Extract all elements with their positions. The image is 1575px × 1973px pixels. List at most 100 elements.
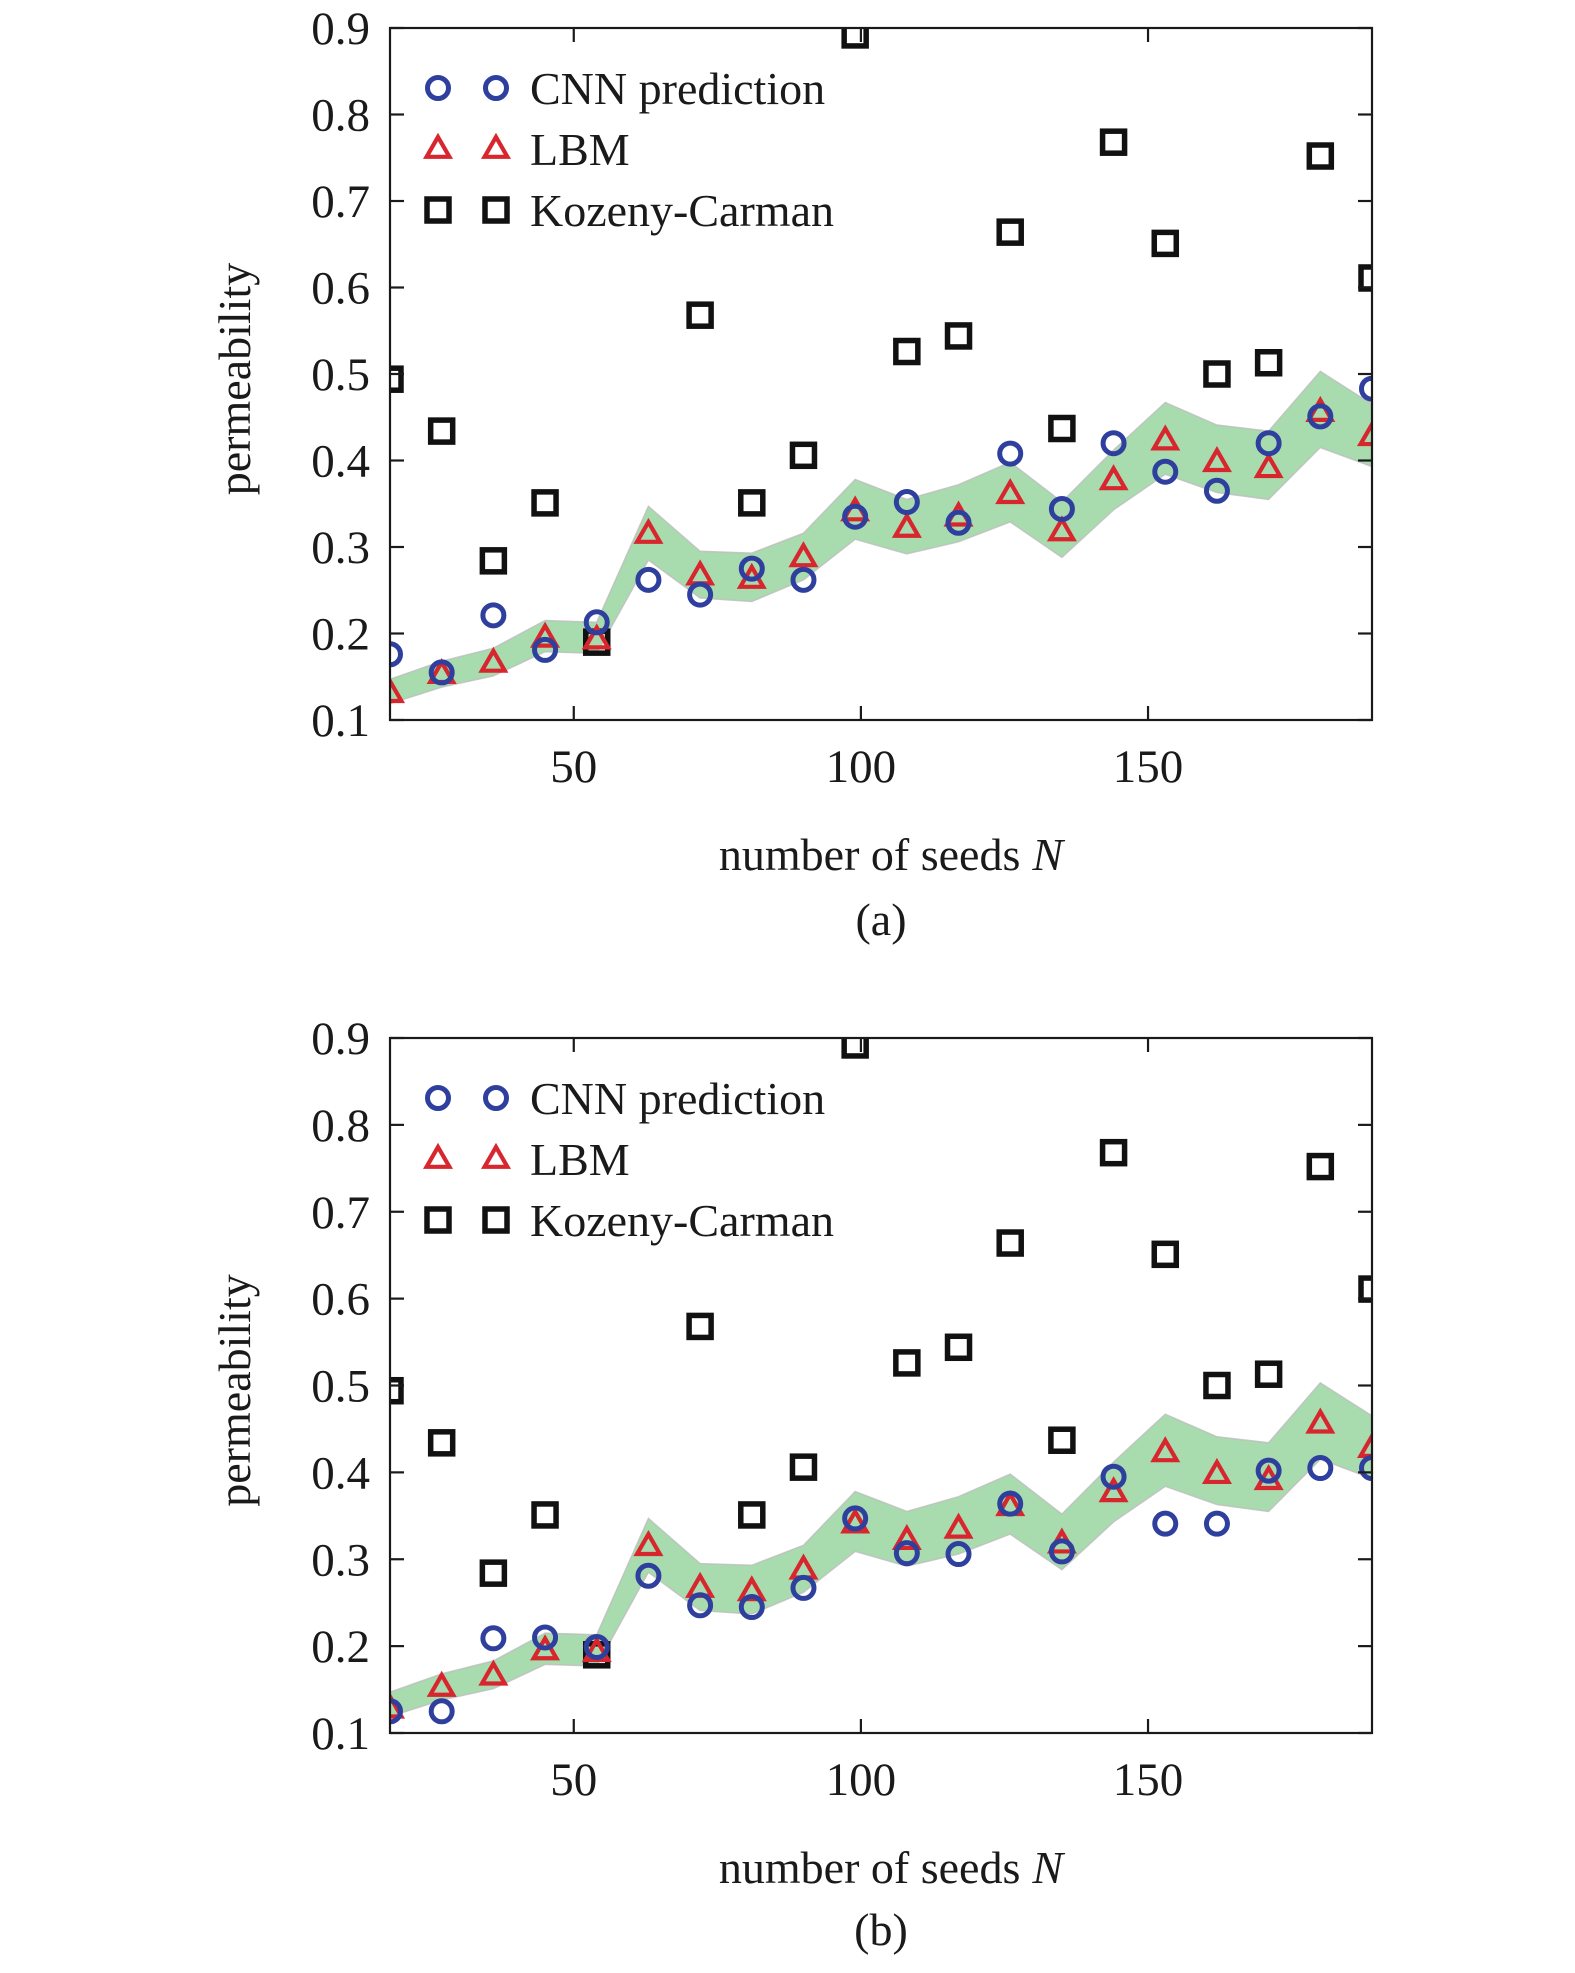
circle-point: [945, 1541, 972, 1568]
square-point: [944, 1333, 973, 1362]
y-tick-label: 0.2: [311, 1621, 370, 1673]
square-point: [944, 322, 973, 350]
triangle-point: [1305, 1407, 1336, 1434]
panel-caption: (a): [855, 894, 906, 945]
legend-triangle-marker: [422, 132, 454, 159]
triangle-point: [1046, 515, 1077, 542]
y-tick-label: 0.5: [311, 1361, 370, 1413]
y-tick-label: 0.6: [311, 263, 370, 315]
uncertainty-band: [390, 1381, 1372, 1718]
legend: CNN prediction LBM Kozeny-Carman: [422, 63, 834, 236]
circle-point: [893, 489, 920, 516]
circle-point: [1307, 1455, 1334, 1482]
square-point: [390, 1376, 404, 1405]
square-point: [1254, 349, 1283, 377]
circle-point: [1048, 495, 1075, 522]
circle-point: [997, 440, 1024, 467]
legend-circle-marker: [483, 75, 509, 101]
square-point: [893, 337, 921, 366]
chart-panel-b: 0.1 0.2 0.3 0.4 0.5 0.6 0.7 0.8 0.9 50 100 150 numbe…: [209, 1013, 1374, 1955]
circle-point: [390, 641, 403, 668]
circle-point: [1203, 477, 1230, 504]
circle-point: [635, 566, 662, 593]
square-point: [841, 28, 869, 49]
square-point: [841, 1038, 869, 1059]
square-point: [1099, 128, 1128, 156]
square-point: [996, 1229, 1024, 1257]
square-point: [1358, 1275, 1372, 1303]
triangle-point: [891, 1523, 922, 1551]
y-tick-label: 0.5: [311, 349, 370, 401]
triangle-point: [530, 621, 561, 648]
x-axis-label: number of seeds N: [719, 829, 1065, 880]
x-axis-label-text: number of seeds: [719, 829, 1020, 880]
triangle-point: [891, 511, 922, 538]
circle-point: [428, 1698, 455, 1725]
circle-point: [480, 602, 507, 629]
y-tick-label: 0.7: [311, 176, 370, 228]
triangle-point: [390, 676, 406, 704]
square-point: [1151, 229, 1180, 258]
square-point: [427, 1429, 456, 1457]
plot-area: [390, 28, 1372, 705]
square-point: [686, 301, 714, 329]
circle-point: [893, 1540, 920, 1567]
triangle-point: [1356, 1431, 1372, 1458]
legend-triangle-marker: [480, 132, 512, 159]
triangle-point: [581, 1635, 612, 1663]
triangle-point: [478, 1659, 509, 1686]
triangle-point: [478, 646, 509, 673]
square-point: [1048, 414, 1076, 443]
y-tick-label: 0.6: [311, 1274, 370, 1326]
square-point: [1203, 360, 1231, 388]
circle-point: [1255, 430, 1282, 457]
legend-label: LBM: [530, 1134, 630, 1185]
square-point: [1048, 1426, 1076, 1454]
y-tick-label: 0.8: [311, 1100, 370, 1152]
circle-point: [1359, 375, 1372, 402]
x-axis-label: number of seeds N: [719, 1842, 1065, 1893]
triangle-point: [390, 1692, 406, 1719]
circle-point: [1307, 403, 1334, 430]
circle-point: [1255, 1457, 1282, 1484]
square-point: [427, 417, 456, 445]
legend-square-marker: [424, 1206, 452, 1234]
square-point: [1203, 1371, 1231, 1400]
circle-point: [687, 1592, 714, 1619]
square-point: [1306, 142, 1335, 170]
y-tick-label: 0.3: [311, 522, 370, 574]
y-tick-label: 0.9: [311, 1013, 370, 1065]
square-point: [1306, 1152, 1335, 1181]
legend: CNN prediction LBM Kozeny-Carman: [422, 1073, 834, 1246]
triangle-point: [1201, 1457, 1232, 1485]
square-point: [789, 441, 818, 470]
legend-square-marker: [482, 196, 510, 224]
square-point: [738, 489, 766, 517]
square-point: [479, 547, 508, 575]
series-cnn-prediction: [390, 375, 1372, 686]
circle-point: [1048, 1538, 1075, 1565]
triangle-point: [633, 517, 664, 544]
triangle-point: [995, 478, 1026, 505]
legend-label: Kozeny-Carman: [530, 1195, 834, 1246]
legend-label: LBM: [530, 124, 630, 175]
x-tick-label: 150: [1113, 741, 1184, 793]
y-tick-label: 0.3: [311, 1534, 370, 1586]
circle-point: [687, 581, 714, 608]
circle-point: [790, 1574, 817, 1601]
circle-point: [790, 566, 817, 593]
triangle-point: [840, 1507, 871, 1534]
triangle-point: [788, 541, 819, 568]
circle-point: [738, 1594, 765, 1621]
circle-point: [738, 555, 765, 582]
triangle-point: [581, 623, 612, 650]
x-tick-label: 50: [550, 1754, 597, 1806]
triangle-point: [1150, 424, 1181, 451]
square-point: [1151, 1240, 1180, 1269]
y-tick-label: 0.7: [311, 1187, 370, 1239]
panel-caption: (b): [854, 1904, 908, 1955]
circle-point: [945, 509, 972, 536]
x-tick-label: 50: [550, 741, 597, 793]
legend-circle-marker: [483, 1085, 509, 1111]
